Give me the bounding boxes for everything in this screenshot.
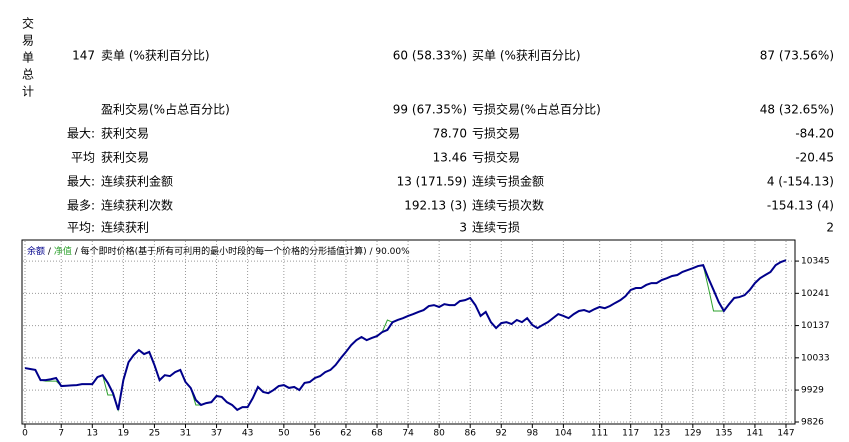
chart-legend: 余额 / 净值 / 每个即时价格(基于所有可利用的最小时段的每一个价格的分形插值… bbox=[27, 245, 410, 257]
x-tick-label: 80 bbox=[433, 429, 445, 439]
x-tick-label: 62 bbox=[340, 429, 351, 439]
x-tick-label: 50 bbox=[278, 429, 290, 439]
side-label-char: 交 bbox=[22, 16, 34, 31]
label: 连续亏损金额 bbox=[472, 174, 544, 189]
label: 亏损交易 bbox=[472, 150, 520, 165]
label: 连续获利次数 bbox=[101, 198, 173, 213]
x-tick-label: 147 bbox=[777, 429, 794, 439]
side-label-char: 易 bbox=[22, 34, 34, 48]
x-tick-label: 141 bbox=[746, 429, 763, 439]
x-tick-label: 0 bbox=[22, 429, 28, 439]
label: 亏损交易(%占总百分比) bbox=[472, 102, 601, 117]
value: 60 (58.33%) bbox=[393, 49, 467, 63]
x-tick-label: 13 bbox=[87, 429, 98, 439]
x-tick-label: 19 bbox=[118, 429, 130, 439]
y-tick-label: 9826 bbox=[801, 418, 824, 428]
value: 13.46 bbox=[433, 151, 467, 165]
x-tick-label: 117 bbox=[622, 429, 639, 439]
label: 连续亏损 bbox=[472, 220, 520, 235]
x-tick-label: 7 bbox=[58, 429, 64, 439]
label: 亏损交易 bbox=[472, 126, 520, 141]
y-tick-label: 10033 bbox=[801, 353, 830, 363]
y-tick-label: 9929 bbox=[801, 386, 824, 396]
label: 连续亏损次数 bbox=[472, 198, 544, 213]
series-line bbox=[24, 259, 787, 412]
side-label-char: 计 bbox=[22, 85, 34, 99]
y-tick-label: 10137 bbox=[801, 321, 830, 331]
row-prefix: 最多: bbox=[67, 199, 95, 213]
row-prefix: 平均: bbox=[67, 221, 95, 235]
x-tick-label: 25 bbox=[149, 429, 160, 439]
label: 盈利交易(%占总百分比) bbox=[101, 102, 230, 117]
x-tick-label: 92 bbox=[496, 429, 507, 439]
value: 99 (67.35%) bbox=[393, 103, 467, 117]
chart-subtitle: / 每个即时价格(基于所有可利用的最小时段的每一个价格的分形插值计算) / 90… bbox=[75, 245, 410, 257]
side-label-char: 总 bbox=[22, 68, 34, 82]
x-tick-label: 104 bbox=[555, 429, 572, 439]
x-tick-label: 111 bbox=[591, 429, 608, 439]
label: 获利交易 bbox=[101, 150, 149, 165]
value: -20.45 bbox=[795, 151, 834, 165]
row-prefix: 平均 bbox=[71, 151, 95, 165]
label: 连续获利 bbox=[101, 220, 149, 235]
label: 连续获利金额 bbox=[101, 174, 173, 189]
value: 13 (171.59) bbox=[397, 175, 467, 189]
x-tick-label: 129 bbox=[684, 429, 701, 439]
legend-balance: 余额 bbox=[27, 245, 45, 257]
x-tick-label: 86 bbox=[464, 429, 476, 439]
value: 78.70 bbox=[433, 127, 467, 141]
x-tick-label: 135 bbox=[715, 429, 732, 439]
label: 买单 (%获利百分比) bbox=[472, 49, 581, 63]
side-label-char: 单 bbox=[22, 51, 34, 65]
label: 获利交易 bbox=[101, 126, 149, 141]
legend-equity: 净值 bbox=[54, 245, 72, 257]
value: 48 (32.65%) bbox=[760, 103, 834, 117]
x-tick-label: 31 bbox=[180, 429, 191, 439]
x-tick-label: 68 bbox=[371, 429, 383, 439]
label: 卖单 (%获利百分比) bbox=[101, 49, 210, 63]
value: 2 bbox=[826, 221, 834, 235]
y-tick-label: 10345 bbox=[801, 257, 830, 267]
value: 3 bbox=[459, 221, 467, 235]
value: 87 (73.56%) bbox=[760, 49, 834, 63]
row-prefix: 147 bbox=[72, 49, 95, 63]
value: 192.13 (3) bbox=[404, 199, 467, 213]
row-prefix: 最大: bbox=[67, 127, 95, 141]
y-tick-label: 10241 bbox=[801, 289, 830, 299]
x-tick-label: 74 bbox=[402, 429, 414, 439]
value: -154.13 (4) bbox=[767, 199, 834, 213]
x-tick-label: 123 bbox=[653, 429, 670, 439]
x-tick-label: 98 bbox=[527, 429, 539, 439]
x-tick-label: 43 bbox=[242, 429, 253, 439]
row-prefix: 最大: bbox=[67, 175, 95, 189]
value: 4 (-154.13) bbox=[767, 175, 834, 189]
x-tick-label: 37 bbox=[211, 429, 222, 439]
x-tick-label: 56 bbox=[309, 429, 321, 439]
value: -84.20 bbox=[795, 127, 834, 141]
legend-separator: / bbox=[48, 247, 52, 257]
